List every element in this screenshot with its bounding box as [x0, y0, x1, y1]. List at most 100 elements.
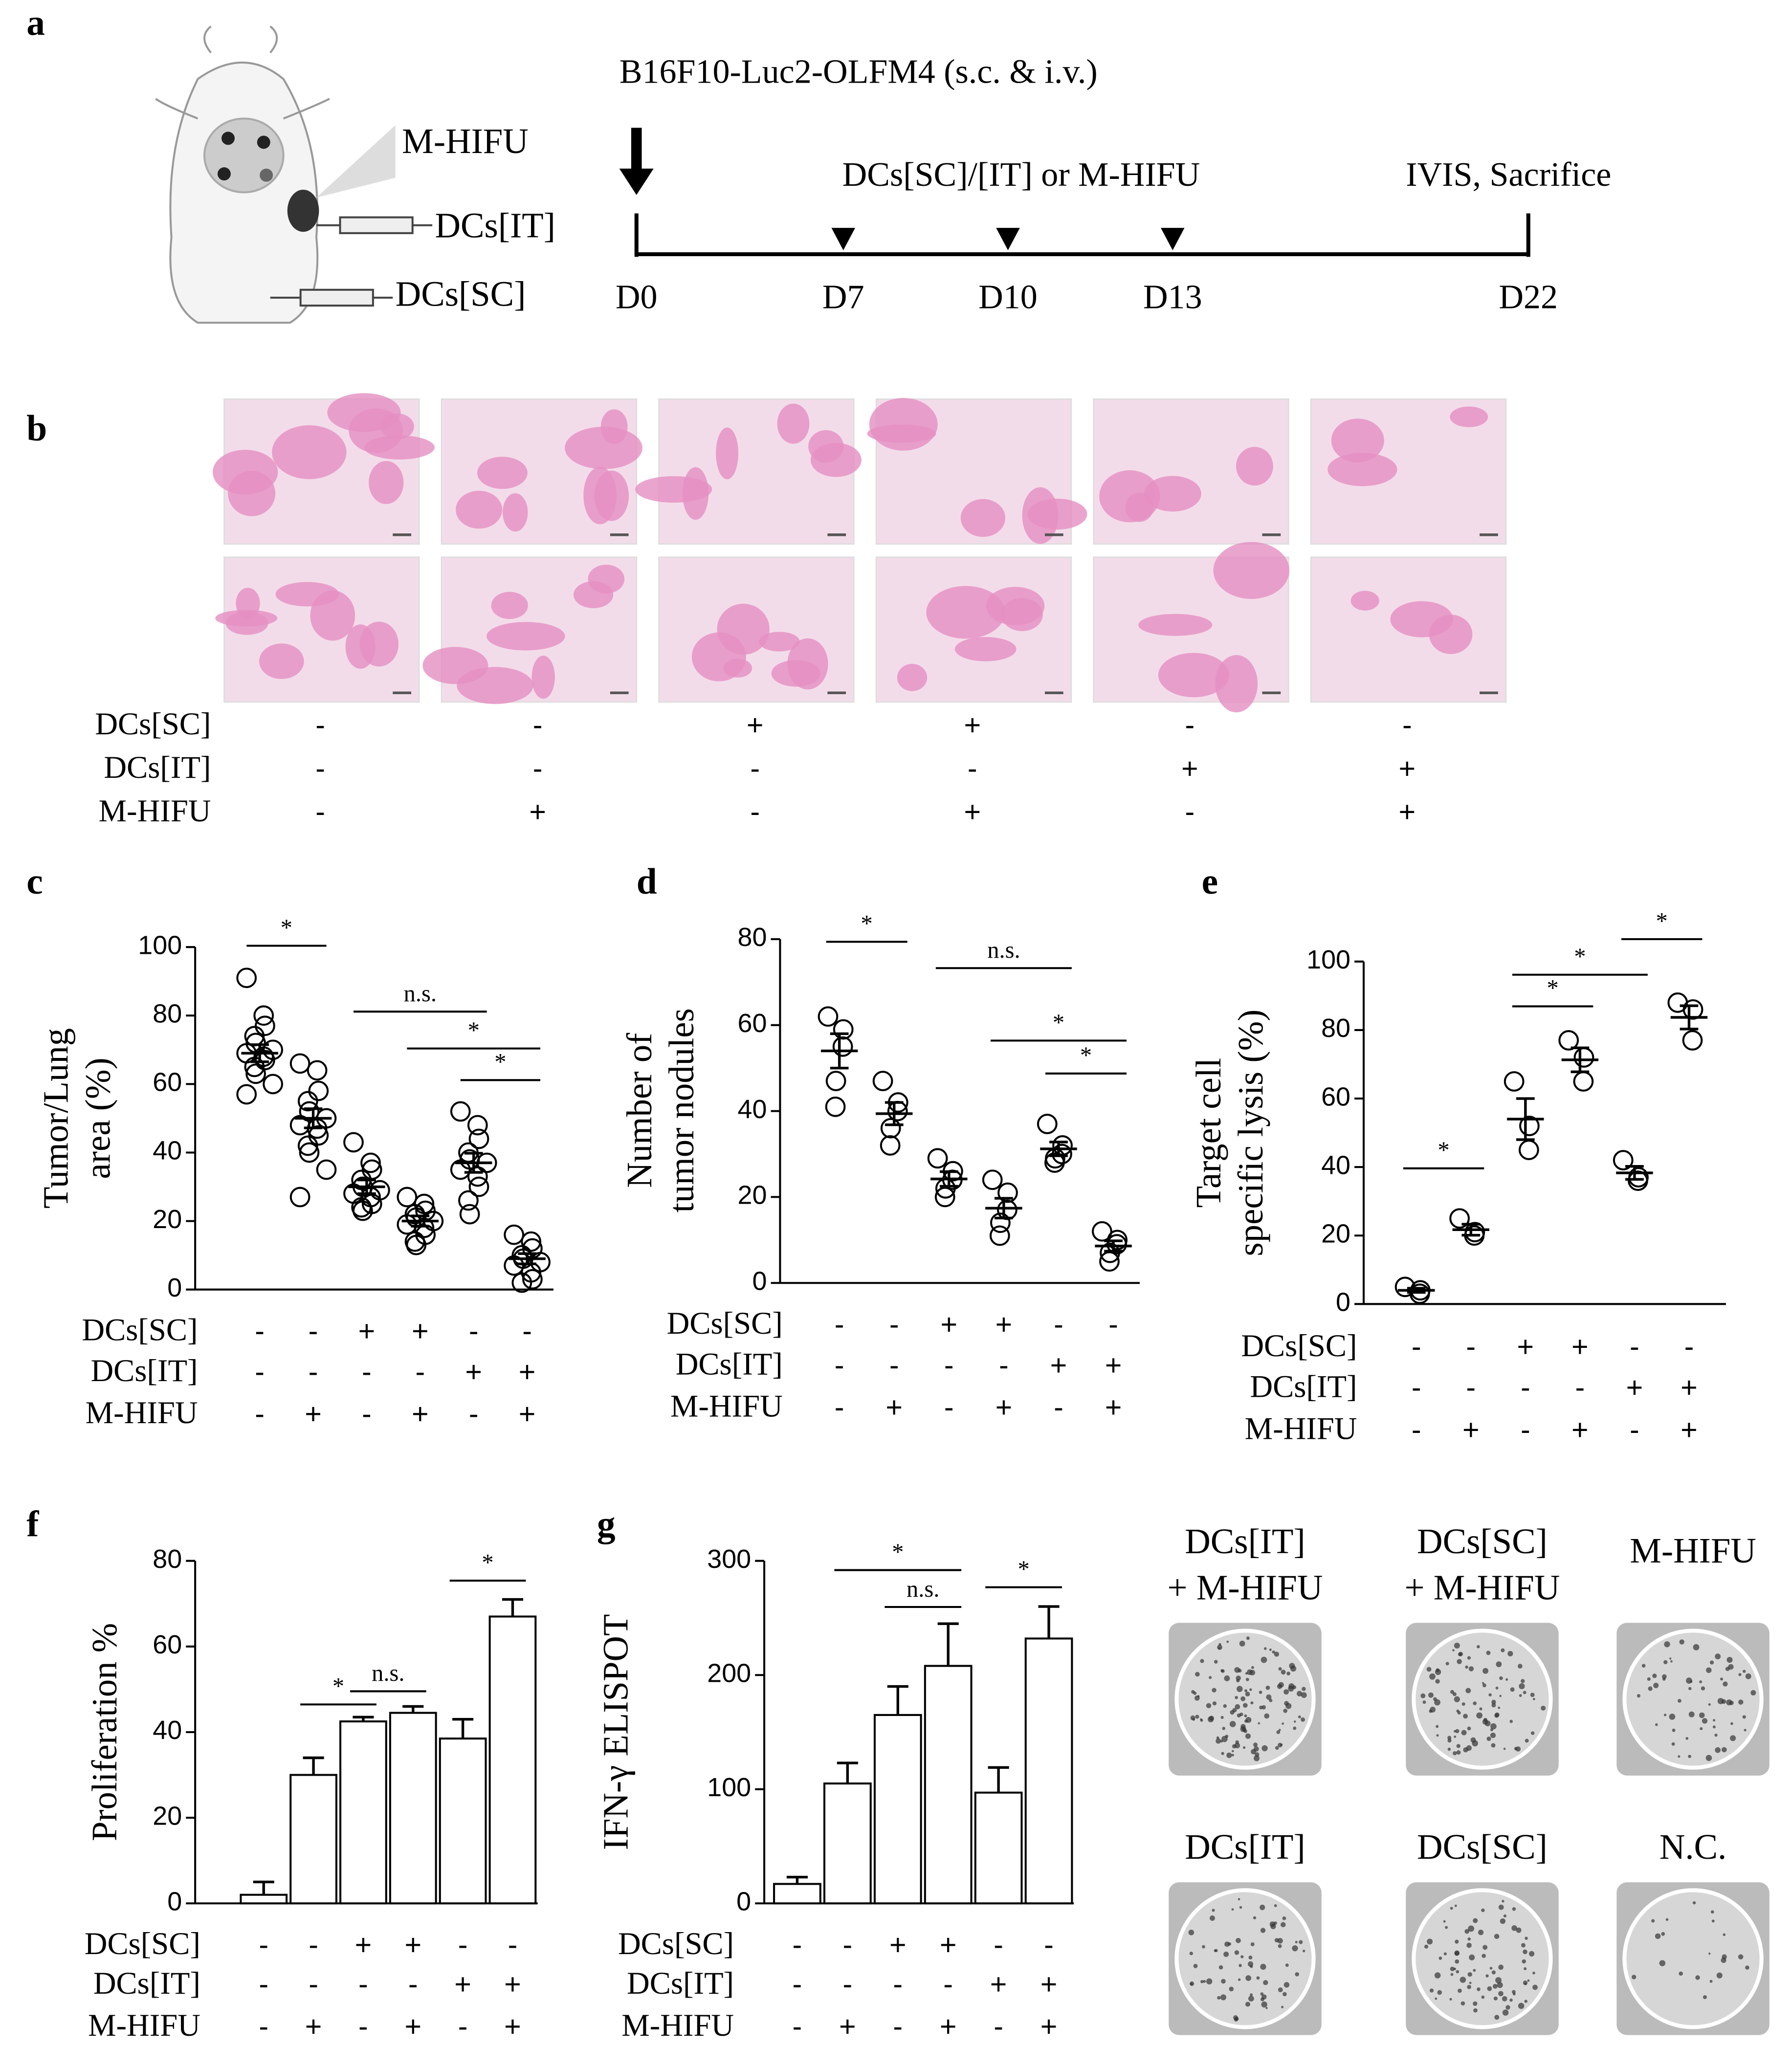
treatment-sign: +	[996, 1391, 1013, 1424]
treatment-sign: -	[842, 1928, 852, 1961]
spot	[1456, 1744, 1460, 1748]
spot	[1293, 1720, 1296, 1723]
spot	[1499, 1694, 1502, 1697]
spot	[1429, 1988, 1434, 1993]
spot	[1465, 1665, 1468, 1669]
spot	[1240, 1696, 1246, 1701]
spot	[1455, 1939, 1459, 1944]
spot	[1428, 1692, 1434, 1698]
significance-label: n.s.	[404, 981, 437, 1007]
treatment-sign: +	[1571, 1413, 1589, 1446]
spot	[1245, 1692, 1250, 1697]
treatment-sign: +	[885, 1391, 903, 1424]
histology-region	[682, 467, 709, 520]
histology-region	[777, 403, 810, 444]
treatment-sign: +	[355, 1928, 372, 1961]
spot	[1469, 1981, 1472, 1984]
treatment-label: DCs[IT]	[93, 1965, 200, 2001]
treatment-sign: -	[469, 1314, 479, 1347]
treatment-sign: +	[1399, 752, 1416, 785]
y-axis-label: Number of	[619, 1033, 659, 1188]
spot	[1477, 1987, 1481, 1991]
spot	[1467, 1972, 1472, 1977]
spot	[1466, 1942, 1472, 1948]
spot	[1490, 1732, 1496, 1738]
spot	[1701, 1686, 1705, 1691]
spot	[1655, 1723, 1658, 1726]
spot	[1214, 1660, 1218, 1664]
spot	[1469, 1954, 1475, 1960]
histology-region	[869, 398, 938, 451]
treatment-sign: +	[519, 1355, 536, 1388]
spot	[1467, 1656, 1471, 1660]
spot	[1245, 1672, 1248, 1675]
data-point	[880, 1118, 901, 1139]
y-tick-label: 80	[153, 1544, 182, 1574]
y-tick-label: 40	[153, 1136, 182, 1166]
spot	[1523, 1980, 1528, 1985]
data-point	[299, 1142, 320, 1163]
spot	[1242, 1703, 1248, 1708]
treatment-label: M-HIFU	[621, 2007, 734, 2043]
spot	[1278, 1987, 1283, 1993]
spot	[1258, 1722, 1261, 1725]
data-point	[244, 1056, 265, 1078]
data-point	[468, 1176, 489, 1197]
treatment-sign: -	[835, 1348, 844, 1381]
bar	[773, 1883, 821, 1905]
spot	[1647, 1677, 1651, 1681]
spot	[1447, 1738, 1452, 1743]
spot	[1641, 1664, 1646, 1668]
spot	[1454, 1696, 1460, 1702]
histology-region	[1158, 653, 1229, 698]
significance-label: *	[281, 915, 292, 941]
spot	[1478, 1930, 1484, 1936]
spot	[1664, 1641, 1670, 1648]
data-point	[343, 1132, 364, 1153]
treatment-sign: -	[522, 1314, 532, 1347]
spot	[1523, 1691, 1527, 1694]
spot	[1447, 1747, 1451, 1751]
significance-label: *	[1053, 1010, 1064, 1035]
treatment-sign: +	[1105, 1391, 1122, 1424]
treatment-sign: -	[458, 2010, 468, 2043]
spot	[1486, 1650, 1491, 1655]
spot	[1197, 1695, 1200, 1697]
spot	[1505, 1678, 1508, 1681]
data-point	[1449, 1208, 1470, 1229]
spot	[1261, 1705, 1266, 1710]
treatment-sign: -	[408, 1968, 418, 2001]
spot	[1283, 1982, 1290, 1988]
data-point	[511, 1272, 532, 1293]
spot	[1203, 1980, 1206, 1983]
treatment-label: M-HIFU	[86, 1395, 198, 1430]
treatment-sign: -	[1521, 1371, 1530, 1404]
treatment-sign: -	[1108, 1308, 1118, 1341]
histology-region	[600, 409, 628, 444]
histology-region	[259, 643, 304, 679]
treatment-sign: -	[793, 1968, 802, 2001]
spot	[1234, 2017, 1239, 2022]
significance-label: *	[1574, 944, 1586, 970]
y-tick-label: 0	[736, 1887, 751, 1916]
bar	[389, 1712, 437, 1905]
bar	[488, 1615, 537, 1905]
spot	[1688, 1687, 1692, 1691]
spot	[1298, 1715, 1301, 1718]
spot	[1250, 1965, 1253, 1968]
treatment-sign: +	[404, 2010, 421, 2043]
spot	[1482, 1683, 1486, 1688]
spot	[1523, 1949, 1527, 1955]
histology-region	[1350, 591, 1379, 611]
spot	[1245, 2002, 1251, 2007]
spot	[1223, 1951, 1229, 1957]
spot	[1528, 1951, 1535, 1957]
spot	[1519, 1683, 1525, 1690]
y-axis-label: IFN-γ ELISPOT	[596, 1614, 635, 1850]
data-point	[522, 1269, 543, 1290]
spot	[1708, 1952, 1711, 1955]
treatment-sign: -	[835, 1391, 844, 1424]
histology-region	[422, 647, 488, 684]
spot	[1302, 1687, 1306, 1691]
spot	[1274, 1651, 1280, 1657]
